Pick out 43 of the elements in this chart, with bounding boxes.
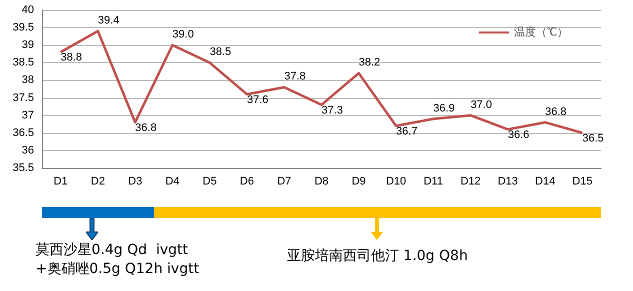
data-label: 37.3	[322, 104, 343, 116]
x-tick-label: D13	[498, 176, 518, 188]
x-tick-label: D5	[202, 176, 217, 188]
data-label: 36.5	[582, 132, 604, 144]
data-label: 36.8	[545, 106, 567, 118]
x-tick-label: D2	[90, 176, 105, 188]
y-tick-label: 39.5	[12, 22, 34, 34]
data-label: 36.9	[433, 102, 455, 114]
data-label: 39.0	[172, 28, 194, 41]
x-tick-label: D6	[240, 176, 254, 188]
data-label: 37.0	[470, 98, 492, 111]
x-tick-label: D3	[128, 176, 142, 188]
y-tick-label: 38.5	[12, 56, 34, 69]
y-tick-label: 38	[22, 74, 34, 86]
x-tick-label: D15	[572, 176, 592, 188]
x-tick-label: D11	[424, 176, 443, 188]
x-tick-label: D8	[314, 176, 329, 188]
data-label: 39.4	[98, 14, 120, 27]
data-label: 36.8	[135, 122, 157, 134]
legend-label: 温度（℃）	[514, 26, 568, 38]
x-tick-label: D7	[277, 176, 292, 188]
x-tick-label: D9	[352, 176, 366, 188]
x-tick-label: D1	[54, 176, 68, 188]
y-tick-label: 39	[22, 39, 34, 52]
y-tick-label: 36	[22, 144, 34, 156]
y-tick-label: 37	[22, 109, 34, 122]
data-label: 38.2	[358, 56, 380, 69]
data-label: 36.7	[396, 125, 418, 138]
y-tick-label: 36.5	[12, 126, 34, 139]
data-label: 36.6	[508, 128, 530, 141]
x-tick-label: D10	[386, 176, 406, 188]
data-label: 37.8	[284, 70, 306, 83]
y-tick-label: 37.5	[12, 92, 34, 104]
data-label: 38.5	[210, 46, 232, 58]
data-label: 38.8	[60, 52, 82, 64]
x-tick-label: D14	[535, 176, 556, 188]
data-label: 37.6	[246, 94, 268, 106]
y-tick-label: 40	[22, 4, 34, 16]
x-tick-label: D12	[460, 176, 481, 188]
text: 亚胺培南西司他汀 1.0g Q8h	[286, 247, 468, 266]
text: 莫西沙星0.4g Qd ivgtt +奥硝唑0.5g Q12h ivgtt	[36, 241, 200, 279]
x-tick-label: D4	[165, 176, 180, 188]
y-tick-label: 35.5	[12, 162, 34, 174]
